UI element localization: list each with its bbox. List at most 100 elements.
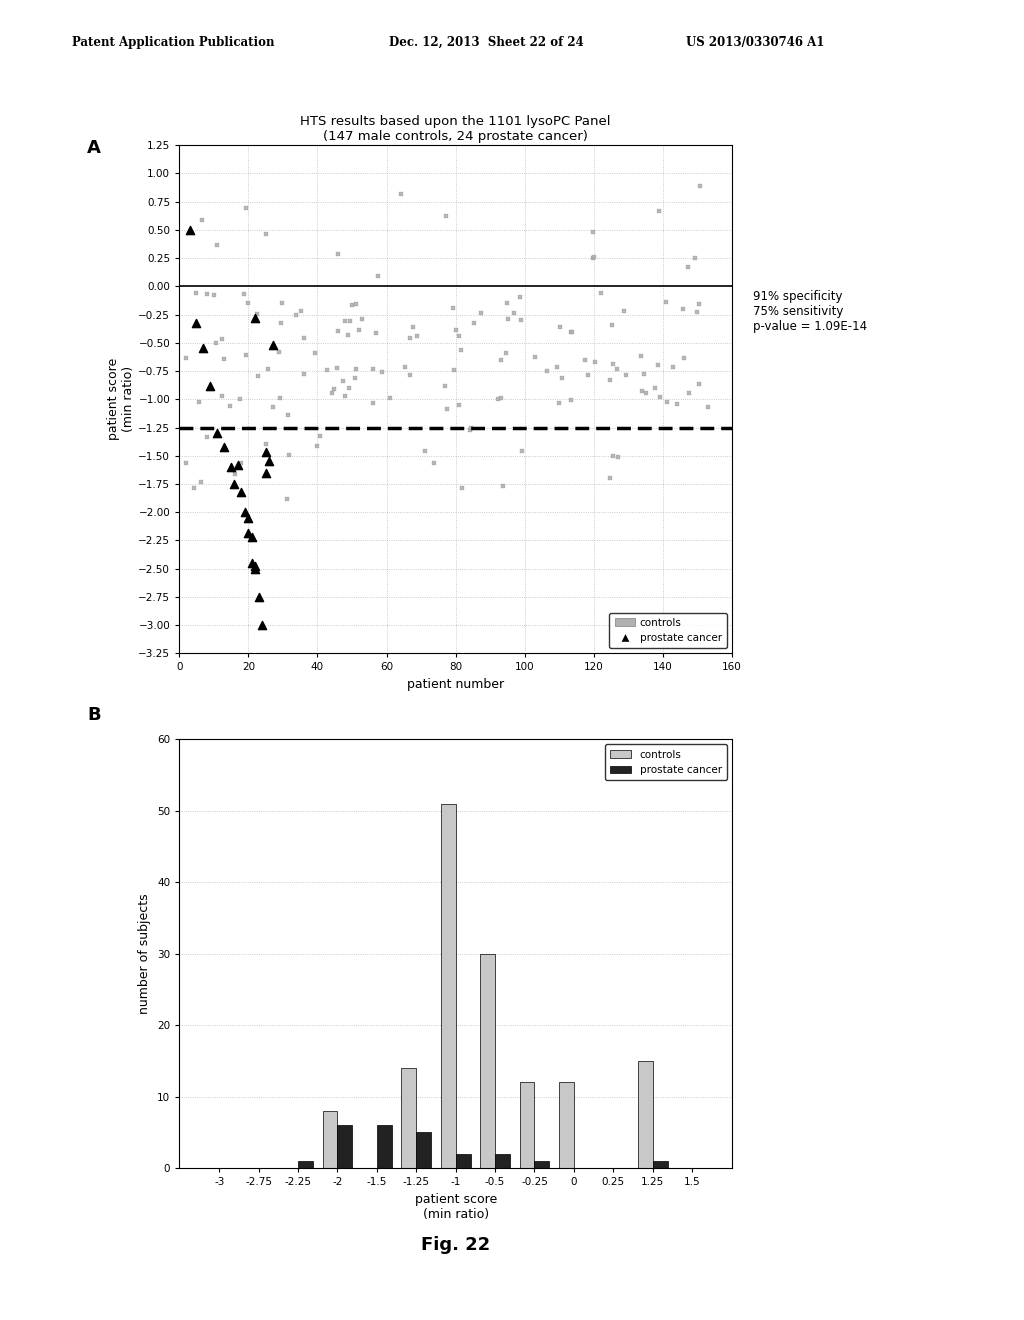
Point <box>604 314 621 335</box>
Point <box>329 358 345 379</box>
Point <box>688 301 705 322</box>
Point <box>346 367 362 388</box>
Point <box>564 322 581 343</box>
Bar <box>298 1162 313 1168</box>
Point <box>615 301 632 322</box>
Point <box>513 310 529 331</box>
Point <box>231 388 248 409</box>
Point <box>633 345 649 366</box>
Point <box>273 293 290 314</box>
Point <box>257 442 273 463</box>
Point <box>647 378 664 399</box>
Point <box>193 471 209 492</box>
Point <box>366 358 382 379</box>
Point <box>244 527 260 548</box>
Point <box>451 325 467 346</box>
Text: 91% specificity
75% sensitivity
p-value = 1.09E-14: 91% specificity 75% sensitivity p-value … <box>753 290 866 334</box>
Point <box>527 347 544 368</box>
Point <box>330 319 346 341</box>
Point <box>307 343 324 364</box>
Text: B: B <box>87 706 100 725</box>
Point <box>185 478 202 499</box>
Point <box>247 556 263 577</box>
Point <box>281 444 297 465</box>
Point <box>580 364 596 385</box>
Point <box>562 322 579 343</box>
Point <box>265 397 282 418</box>
Point <box>215 348 231 370</box>
Point <box>281 405 297 426</box>
Point <box>251 586 267 607</box>
Point <box>330 243 346 264</box>
Point <box>650 201 667 222</box>
Point <box>209 422 225 444</box>
Point <box>226 463 243 484</box>
Point <box>237 284 253 305</box>
Bar <box>535 1162 550 1168</box>
Point <box>191 391 208 412</box>
Point <box>493 350 509 371</box>
Point <box>312 425 329 446</box>
Point <box>417 441 433 462</box>
Point <box>233 453 250 474</box>
Point <box>199 426 215 447</box>
Point <box>587 351 603 372</box>
Point <box>244 553 260 574</box>
Point <box>670 393 686 414</box>
Point <box>498 342 514 363</box>
Bar <box>559 1082 573 1168</box>
Bar <box>440 804 456 1168</box>
Point <box>347 293 364 314</box>
Point <box>308 436 325 457</box>
Point <box>178 347 195 368</box>
Point <box>350 319 367 341</box>
Point <box>549 356 565 378</box>
Bar <box>323 1111 338 1168</box>
Bar <box>417 1133 431 1168</box>
Point <box>214 385 230 407</box>
Bar <box>456 1154 471 1168</box>
Point <box>365 392 381 413</box>
Point <box>237 502 253 523</box>
Point <box>638 383 654 404</box>
Point <box>370 265 386 286</box>
Point <box>438 206 455 227</box>
Bar <box>480 953 495 1168</box>
Point <box>681 383 697 404</box>
Point <box>344 294 360 315</box>
Text: Dec. 12, 2013  Sheet 22 of 24: Dec. 12, 2013 Sheet 22 of 24 <box>389 36 584 49</box>
Point <box>223 457 240 478</box>
Text: Patent Application Publication: Patent Application Publication <box>72 36 274 49</box>
Point <box>181 219 198 240</box>
Point <box>454 477 470 498</box>
Point <box>554 367 570 388</box>
Point <box>318 359 335 380</box>
Point <box>676 347 692 368</box>
Point <box>340 325 356 346</box>
Y-axis label: number of subjects: number of subjects <box>138 894 152 1014</box>
Point <box>335 370 351 391</box>
Point <box>233 482 250 503</box>
Point <box>337 385 353 407</box>
Point <box>260 359 276 380</box>
Point <box>404 317 421 338</box>
Point <box>393 183 410 205</box>
Point <box>426 453 442 474</box>
Point <box>514 441 530 462</box>
Legend: controls, prostate cancer: controls, prostate cancer <box>609 612 727 648</box>
Bar <box>652 1162 668 1168</box>
Point <box>699 396 716 417</box>
Point <box>214 329 230 350</box>
Point <box>577 348 593 370</box>
Point <box>337 310 353 331</box>
Point <box>288 305 304 326</box>
Point <box>271 341 288 362</box>
Point <box>354 309 371 330</box>
Point <box>257 433 273 454</box>
Point <box>249 304 265 325</box>
Legend: controls, prostate cancer: controls, prostate cancer <box>605 744 727 780</box>
Bar <box>495 1154 510 1168</box>
Point <box>188 312 205 333</box>
Text: Fig. 22: Fig. 22 <box>421 1236 490 1254</box>
Point <box>449 319 465 341</box>
